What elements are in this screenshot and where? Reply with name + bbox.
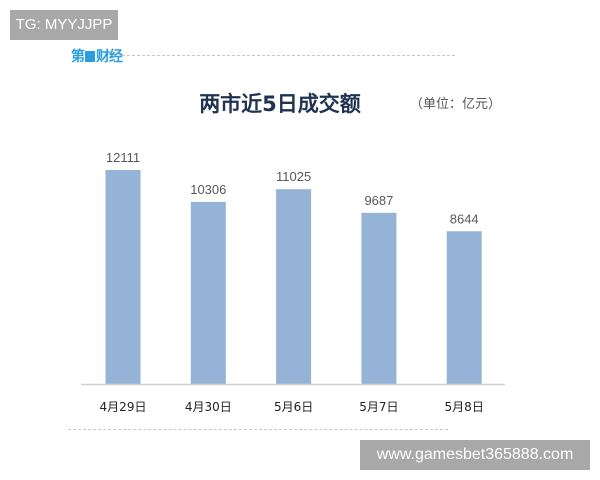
data-label: 9687 — [364, 193, 393, 208]
category-label: 5月7日 — [359, 400, 398, 414]
bar — [105, 170, 141, 384]
data-label: 10306 — [190, 182, 226, 197]
category-label: 4月30日 — [185, 400, 232, 414]
bottom-divider — [68, 429, 448, 430]
data-label: 11025 — [276, 169, 311, 184]
top-divider — [122, 55, 455, 56]
data-label: 8644 — [450, 211, 479, 226]
bar — [361, 212, 397, 384]
chart-title: 两市近5日成交额 — [199, 92, 361, 116]
watermark-top: TG: MYYJJPP — [10, 10, 118, 40]
bar — [446, 231, 482, 384]
watermark-bottom: www.gamesbet365888.com — [360, 440, 590, 470]
category-label: 5月8日 — [445, 400, 484, 414]
bar — [190, 201, 226, 384]
bar — [276, 189, 312, 384]
yicai-logo: 第财经 — [71, 49, 123, 65]
category-label: 5月6日 — [274, 400, 313, 414]
data-label: 12111 — [106, 150, 140, 165]
unit-label: （单位：亿元） — [410, 97, 502, 112]
category-label: 4月29日 — [100, 400, 147, 414]
